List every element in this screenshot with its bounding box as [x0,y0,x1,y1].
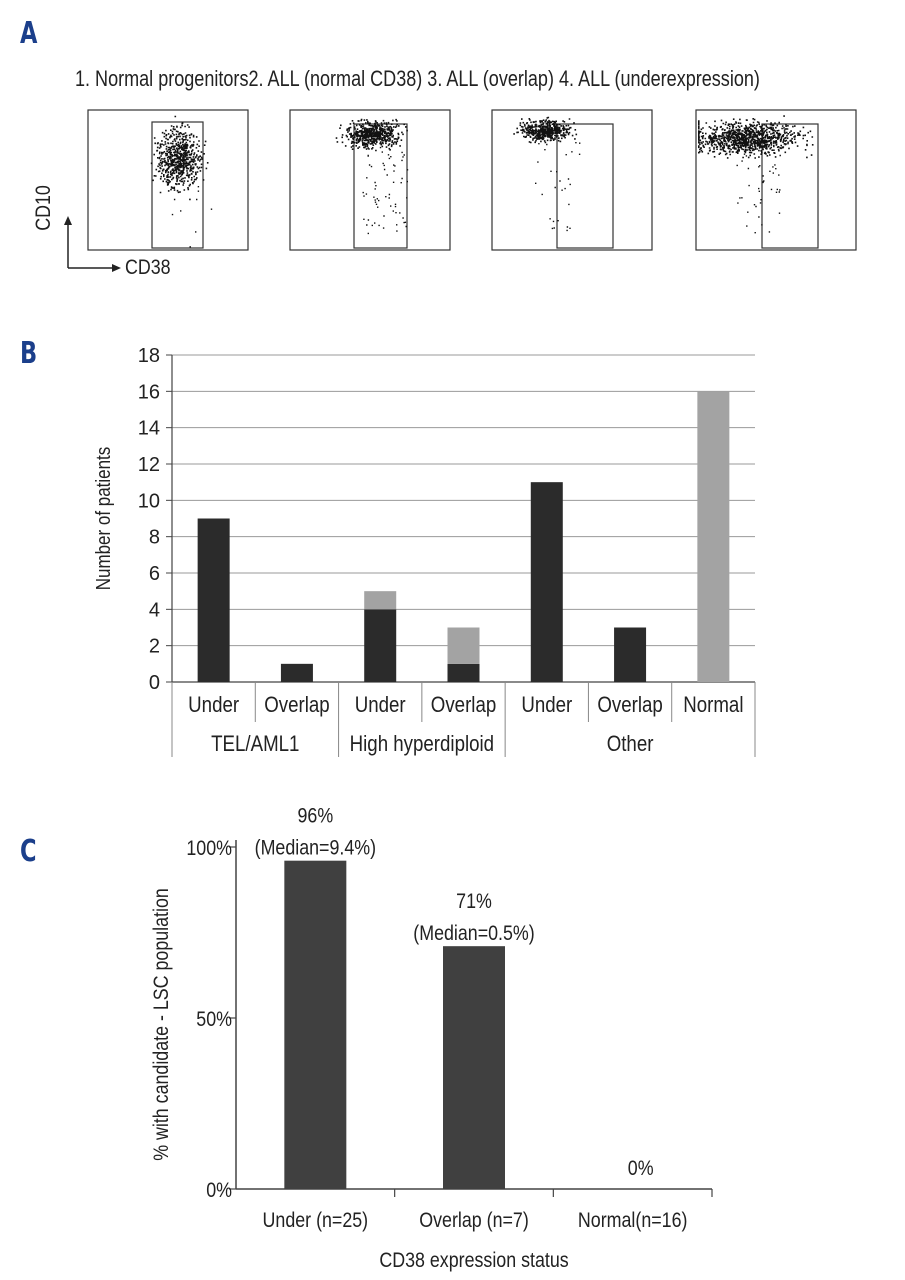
bar-dark [530,482,563,682]
bar-light [447,627,480,664]
category-label: Normal [683,694,743,718]
bar-dark [197,518,230,682]
plot-frame [491,109,653,251]
y-tick-label: 2 [149,636,160,658]
y-tick-label: 16 [138,381,160,403]
y-tick-label: 12 [138,454,160,476]
category-label: Overlap [431,694,496,718]
bar-dark [614,627,647,682]
group-label: Other [607,733,654,757]
y-tick-label: 100% [186,837,232,861]
plot-title-3: 3. ALL (overlap) [427,66,554,91]
gate-box [761,123,819,249]
group-label: TEL/AML1 [211,733,299,757]
category-label: Normal(n=16) [578,1209,688,1233]
category-label: Overlap (n=7) [419,1209,529,1233]
event-dots [150,115,213,248]
value-label: 96% [297,804,333,828]
panel-b-letter: B [20,336,38,371]
y-tick-label: 6 [149,563,160,585]
panel-c-chart: 0% 50% 100% Under (n=25) 96% (Median=9.4%) Ove… [150,804,713,1273]
y-tick-label: 10 [138,490,160,512]
plot-frame [695,109,857,251]
plot-title-2: 2. ALL (normal CD38) [248,66,423,91]
cd10-arrowhead [64,216,72,225]
median-label: (Median=9.4%) [255,836,376,860]
event-dots [335,118,409,235]
bar-dark [280,663,313,682]
y-tick-label: 50% [196,1008,232,1032]
y-tick-label: 8 [149,527,160,549]
cd38-axis-label: CD38 [125,256,171,280]
bar-light [364,591,397,610]
plot-frame [289,109,451,251]
category-label: Under [188,694,239,718]
x-axis-label: CD38 expression status [379,1249,569,1273]
event-dots [513,116,581,232]
flow-plot-3 [491,109,653,251]
y-tick-label: 0% [206,1179,232,1203]
y-axis-label: Number of patients [92,447,115,591]
category-label: Overlap [264,694,329,718]
category-label: Under [355,694,406,718]
cd38-arrowhead [112,264,121,272]
gate-box [353,123,408,249]
y-axis-label: % with candidate - LSC population [150,888,174,1161]
category-label: Under (n=25) [263,1209,369,1233]
plot-title-1: 1. Normal progenitors [75,66,249,91]
category-label: Under [521,694,572,718]
median-label: (Median=0.5%) [413,922,534,946]
group-label: High hyperdiploid [350,733,494,757]
bar-light [697,391,730,682]
y-tick-label: 18 [138,345,160,367]
bar [284,860,347,1189]
plot-title-4: 4. ALL (underexpression) [559,66,760,91]
panel-a-titles: 1. Normal progenitors2. ALL (normal CD38… [75,66,760,92]
panel-b-chart: 0 2 4 6 8 10 12 14 16 18 Under Overlap Under Overlap U… [92,345,756,757]
value-label: 0% [628,1157,654,1181]
event-dots [698,115,814,234]
panel-a-flow-plots: CD10 CD38 [32,109,857,280]
bar-dark [447,663,480,682]
panel-c-letter: C [20,834,37,869]
y-tick-label: 0 [149,672,160,694]
plot-frame [87,109,249,251]
gate-box [151,121,204,249]
panel-a-letter: A [20,16,38,51]
y-tick-label: 14 [138,418,160,440]
flow-plot-4 [695,109,857,251]
gate-box [556,123,614,249]
y-tick-label: 4 [149,599,160,621]
cd10-axis-label: CD10 [32,185,56,231]
bar-dark [364,609,397,682]
bar [443,946,505,1189]
category-label: Overlap [597,694,662,718]
flow-plot-2 [289,109,451,251]
flow-plot-1 [87,109,249,251]
value-label: 71% [456,890,492,914]
